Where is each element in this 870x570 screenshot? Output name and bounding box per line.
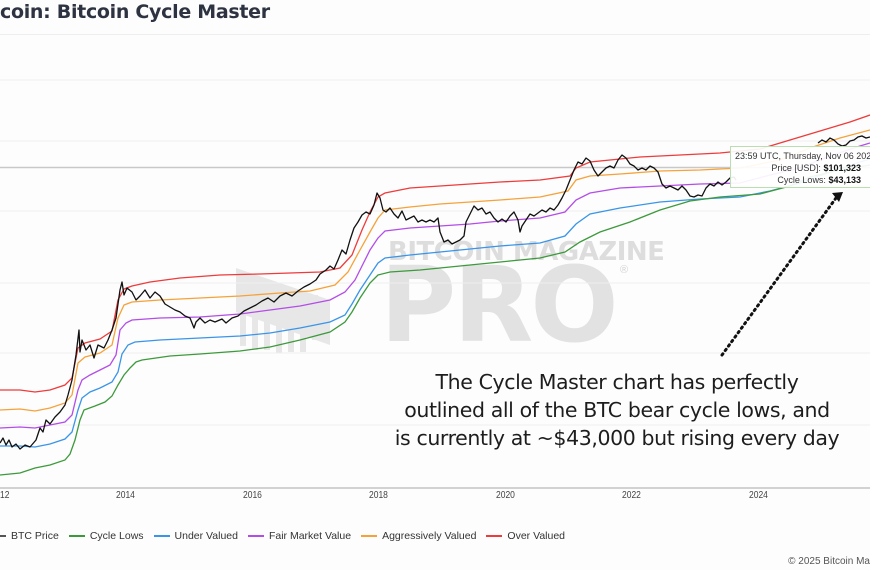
x-tick-2012: 12 — [0, 490, 10, 501]
series-aggressively-valued[interactable] — [0, 129, 870, 412]
legend-swatch-icon — [247, 535, 264, 537]
legend-item-aggressively-valued[interactable]: Aggressively Valued — [361, 530, 476, 542]
watermark-logo-icon — [236, 268, 330, 353]
legend-label: Fair Market Value — [268, 530, 352, 542]
x-tick-2018: 2018 — [369, 490, 388, 501]
annotation-line-3: is currently at ~$43,000 but rising ever… — [394, 426, 840, 450]
series-under-valued[interactable] — [0, 158, 870, 448]
legend-swatch-icon — [0, 535, 6, 537]
x-tick-2016: 2016 — [243, 490, 262, 501]
legend-item-btc-price[interactable]: BTC Price — [0, 530, 59, 542]
watermark-pro: PRO — [380, 244, 619, 366]
title-divider — [0, 34, 870, 35]
tooltip-timestamp: 23:59 UTC, Thursday, Nov 06 2025 — [735, 151, 870, 161]
series-btc-price-recent[interactable] — [817, 135, 870, 147]
legend-swatch-icon — [68, 535, 85, 537]
tooltip-price-label: Price [USD]: — [771, 163, 821, 173]
chart-tooltip: 23:59 UTC, Thursday, Nov 06 2025 Price [… — [730, 146, 870, 188]
annotation-arrow-icon — [720, 192, 843, 357]
legend-swatch-icon — [361, 535, 378, 537]
tooltip-cycle-lows-label: Cycle Lows: — [777, 175, 826, 185]
legend-label: Over Valued — [507, 530, 566, 542]
legend-label: Cycle Lows — [89, 530, 144, 542]
legend-item-fair-market-value[interactable]: Fair Market Value — [247, 530, 352, 542]
legend-item-over-valued[interactable]: Over Valued — [486, 530, 565, 542]
series-fair-market-value[interactable] — [0, 142, 870, 429]
copyright-credit: © 2025 Bitcoin Ma — [788, 556, 870, 567]
legend-swatch-icon — [486, 535, 503, 537]
annotation-text: The Cycle Master chart has perfectly out… — [362, 368, 870, 452]
chart-legend: BTC Price Cycle Lows Under Valued Fair M… — [0, 530, 575, 542]
legend-label: Aggressively Valued — [382, 530, 477, 542]
watermark-registered: ® — [620, 264, 629, 276]
chart-title: coin: Bitcoin Cycle Master — [0, 1, 270, 23]
annotation-line-2: outlined all of the BTC bear cycle lows,… — [404, 398, 830, 422]
series-cycle-lows[interactable] — [0, 164, 870, 476]
chart-plot-area[interactable] — [0, 0, 870, 500]
legend-swatch-icon — [153, 535, 170, 537]
tooltip-price-value: $101,323 — [823, 163, 861, 173]
legend-item-under-valued[interactable]: Under Valued — [153, 530, 238, 542]
x-tick-2022: 2022 — [622, 490, 641, 501]
series-btc-price[interactable] — [0, 154, 737, 450]
x-tick-2014: 2014 — [116, 490, 135, 501]
x-tick-2020: 2020 — [496, 490, 515, 501]
legend-label: Under Valued — [174, 530, 238, 542]
annotation-line-1: The Cycle Master chart has perfectly — [435, 370, 799, 394]
legend-label: BTC Price — [11, 530, 59, 542]
x-tick-2024: 2024 — [749, 490, 768, 501]
tooltip-cycle-lows-value: $43,133 — [828, 175, 861, 185]
legend-item-cycle-lows[interactable]: Cycle Lows — [68, 530, 144, 542]
